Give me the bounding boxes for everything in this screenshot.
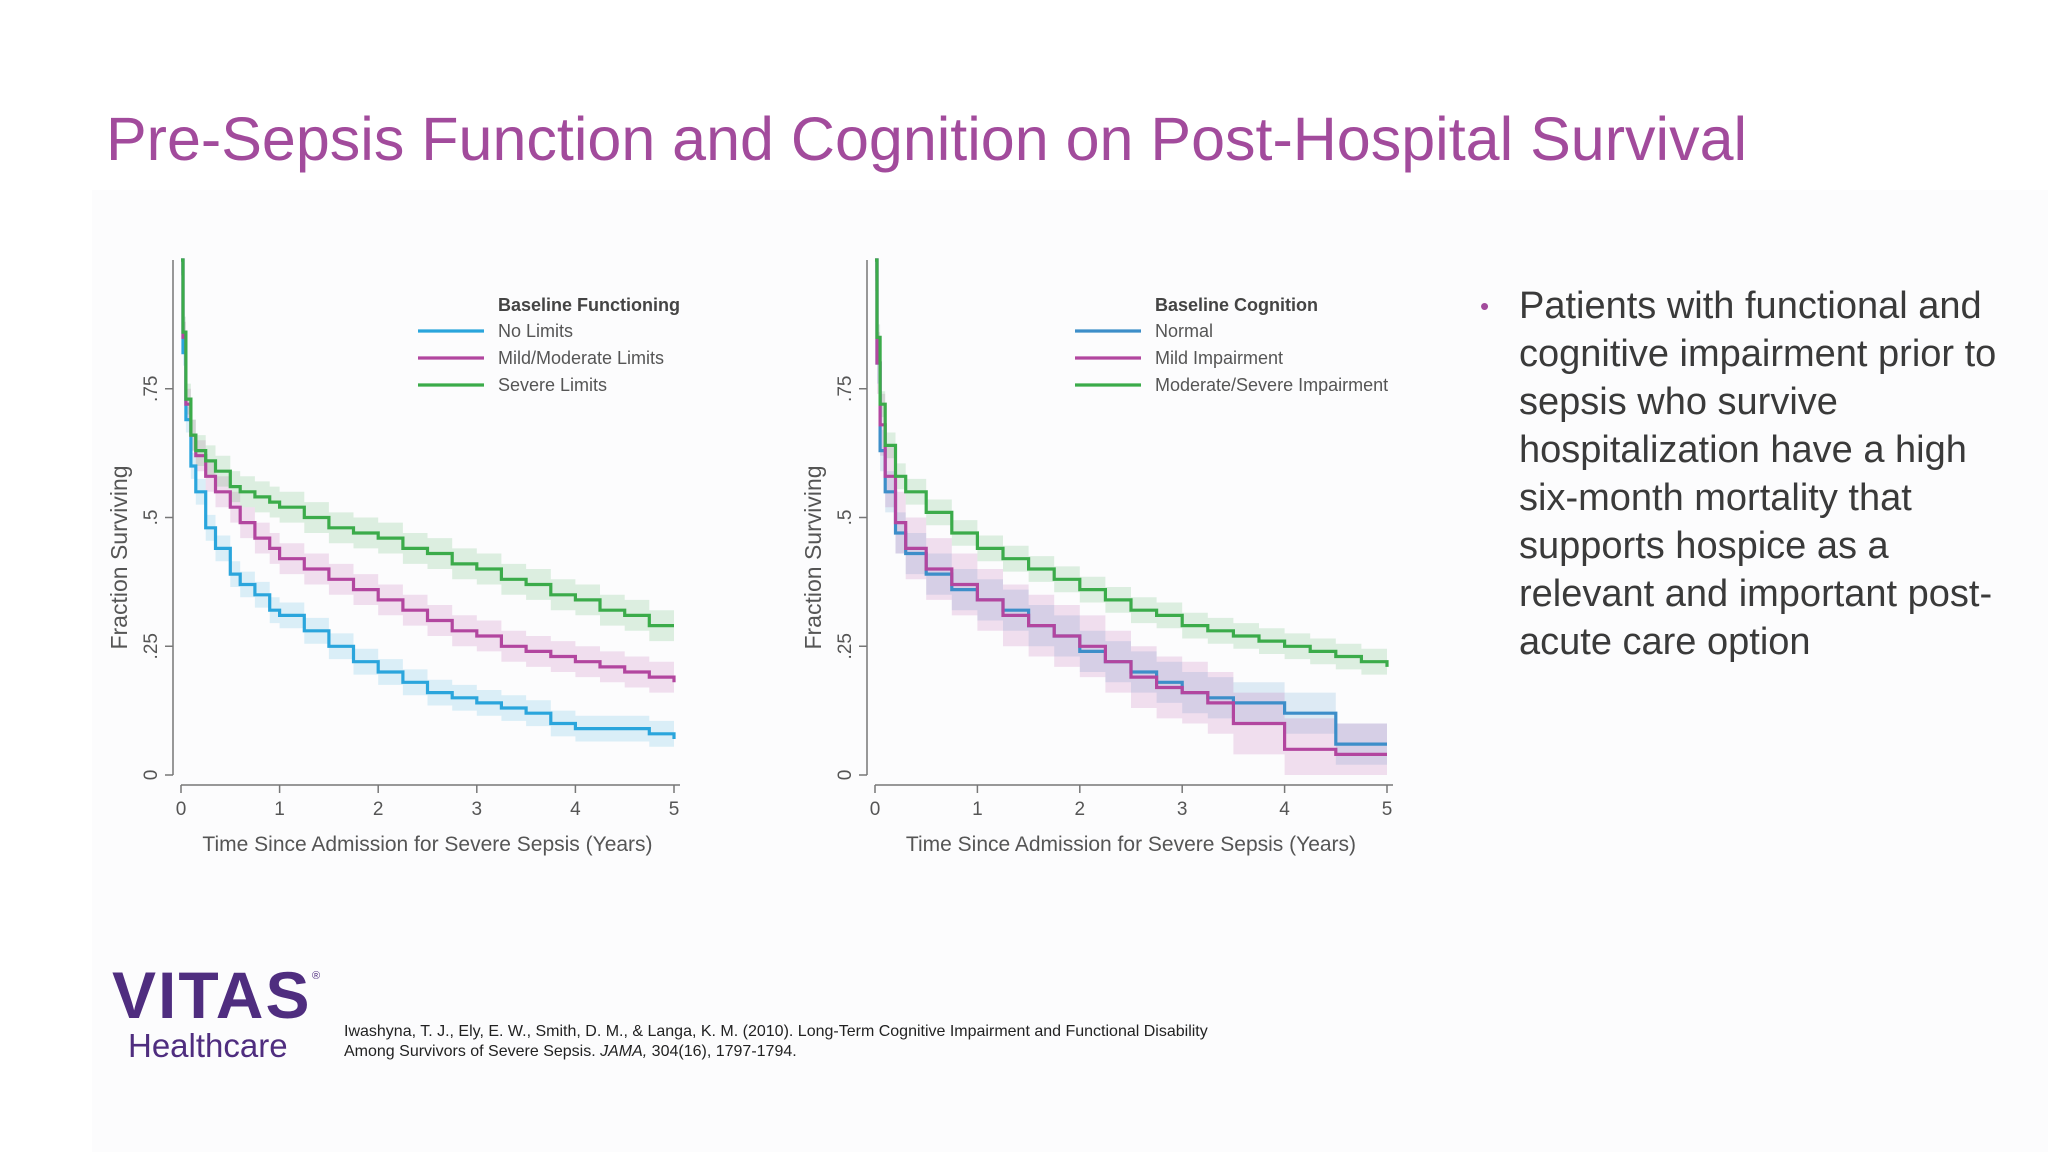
- x-axis-label: Time Since Admission for Severe Sepsis (…: [202, 833, 652, 856]
- confidence-band-3: [875, 260, 1387, 680]
- citation-journal: JAMA,: [600, 1043, 648, 1060]
- confidence-band-3: [181, 260, 674, 642]
- legend-label: Normal: [1155, 321, 1213, 341]
- x-tick-label: 1: [274, 799, 285, 820]
- x-tick-label: 1: [972, 799, 983, 820]
- series-line-1: [181, 258, 676, 739]
- y-tick-label: .75: [835, 376, 856, 402]
- logo-brand: VITAS: [112, 958, 312, 1032]
- bullet-text: Patients with functional and cognitive i…: [1519, 285, 1997, 663]
- citation-line-2-post: 304(16), 1797-1794.: [647, 1043, 797, 1060]
- slide-title: Pre-Sepsis Function and Cognition on Pos…: [106, 105, 1748, 173]
- series-line-3: [181, 258, 674, 628]
- y-axis-label: Fraction Surviving: [106, 465, 132, 649]
- legend-title: Baseline Functioning: [498, 295, 680, 315]
- y-tick-label: 0: [141, 770, 162, 781]
- x-tick-label: 3: [1177, 799, 1188, 820]
- citation-line-1: Iwashyna, T. J., Ely, E. W., Smith, D. M…: [344, 1023, 1208, 1040]
- y-tick-label: .25: [835, 633, 856, 659]
- x-tick-label: 0: [176, 799, 187, 820]
- legend-title: Baseline Cognition: [1155, 295, 1318, 315]
- x-tick-label: 5: [1382, 799, 1393, 820]
- series-line-3: [875, 258, 1389, 667]
- bullet-dot-icon: •: [1480, 291, 1490, 321]
- legend-label: Mild/Moderate Limits: [498, 348, 664, 368]
- y-axis-label: Fraction Surviving: [800, 465, 826, 649]
- legend-label: Severe Limits: [498, 375, 607, 395]
- x-tick-label: 4: [1279, 799, 1290, 820]
- logo-tagline: Healthcare: [128, 1027, 288, 1064]
- x-tick-label: 0: [870, 799, 881, 820]
- y-tick-label: 0: [835, 770, 856, 781]
- y-tick-label: .25: [141, 633, 162, 659]
- confidence-band-2: [875, 260, 1387, 775]
- series-line-2: [875, 258, 1387, 756]
- bullet-item: • Patients with functional and cognitive…: [1480, 282, 2000, 666]
- vitas-healthcare-logo: VITAS ® Healthcare: [112, 962, 327, 1064]
- citation: Iwashyna, T. J., Ely, E. W., Smith, D. M…: [344, 1022, 1208, 1062]
- y-tick-label: .5: [835, 510, 856, 526]
- content-background: [92, 190, 2048, 1152]
- legend-label: Mild Impairment: [1155, 348, 1283, 368]
- y-tick-label: .75: [141, 376, 162, 402]
- x-tick-label: 5: [669, 799, 680, 820]
- legend-label: Moderate/Severe Impairment: [1155, 375, 1388, 395]
- x-tick-label: 2: [373, 799, 384, 820]
- x-tick-label: 4: [570, 799, 581, 820]
- legend-label: No Limits: [498, 321, 573, 341]
- citation-line-2-pre: Among Survivors of Severe Sepsis.: [344, 1043, 601, 1060]
- x-axis-label: Time Since Admission for Severe Sepsis (…: [906, 833, 1356, 856]
- bullet-list: • Patients with functional and cognitive…: [1480, 282, 2000, 666]
- logo-registered-mark: ®: [312, 970, 321, 982]
- x-tick-label: 3: [472, 799, 483, 820]
- y-tick-label: .5: [141, 510, 162, 526]
- x-tick-label: 2: [1075, 799, 1086, 820]
